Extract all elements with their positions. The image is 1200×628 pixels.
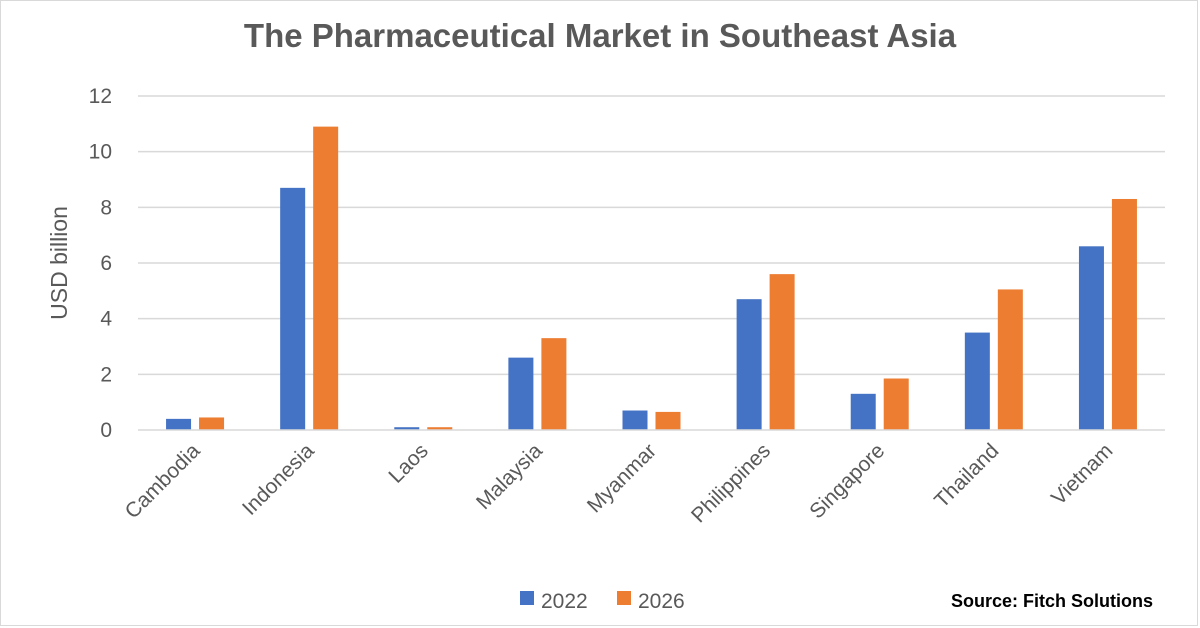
y-tick-label: 6 (100, 252, 112, 275)
bar-2022-vietnam (1078, 246, 1104, 430)
category-label-myanmar: Myanmar (583, 439, 661, 517)
y-tick-label: 8 (100, 196, 112, 219)
bar-2022-singapore (850, 393, 876, 430)
bar-2022-laos (394, 427, 420, 430)
bar-2026-singapore (883, 378, 909, 430)
y-tick-label: 4 (100, 308, 112, 331)
category-labels: Cambodia Indonesia Laos Malaysia Myanmar Phil… (121, 439, 1118, 527)
legend-label-2022: 2022 (541, 590, 588, 613)
bar-2026-indonesia (313, 126, 339, 430)
bar-2022-thailand (964, 332, 990, 430)
bar-2022-philippines (736, 299, 762, 430)
y-axis-label: USD billion (46, 206, 72, 320)
category-label-indonesia: Indonesia (238, 439, 319, 520)
gridlines (138, 95, 1165, 376)
legend-swatch-2022 (520, 591, 534, 605)
bar-2022-cambodia (166, 418, 192, 430)
bar-2022-malaysia (508, 357, 534, 430)
legend-label-2026: 2026 (638, 590, 685, 613)
category-label-singapore: Singapore (805, 439, 889, 523)
bar-2022-myanmar (622, 410, 648, 430)
bars (166, 126, 1137, 430)
y-axis-ticks: 0 2 4 6 8 10 12 (89, 85, 113, 442)
y-tick-label: 10 (89, 141, 112, 164)
y-tick-label: 0 (100, 419, 112, 442)
bar-2022-indonesia (280, 187, 306, 430)
bar-2026-laos (427, 427, 453, 430)
bar-2026-philippines (769, 274, 795, 430)
bar-2026-cambodia (199, 417, 225, 430)
bar-2026-myanmar (655, 411, 681, 430)
category-label-vietnam: Vietnam (1047, 439, 1117, 509)
y-tick-label: 2 (100, 363, 112, 386)
source-note: Source: Fitch Solutions (951, 591, 1153, 611)
legend-swatch-2026 (617, 591, 631, 605)
category-label-laos: Laos (384, 439, 432, 487)
chart-title: The Pharmaceutical Market in Southeast A… (244, 17, 957, 54)
bar-2026-malaysia (541, 338, 567, 430)
category-label-cambodia: Cambodia (121, 439, 205, 523)
legend: 2022 2026 (520, 590, 685, 613)
category-label-malaysia: Malaysia (472, 439, 547, 514)
category-label-thailand: Thailand (930, 439, 1003, 512)
y-tick-label: 12 (89, 85, 112, 108)
bar-2026-vietnam (1111, 198, 1137, 430)
category-label-philippines: Philippines (687, 439, 775, 527)
bar-2026-thailand (997, 289, 1023, 430)
